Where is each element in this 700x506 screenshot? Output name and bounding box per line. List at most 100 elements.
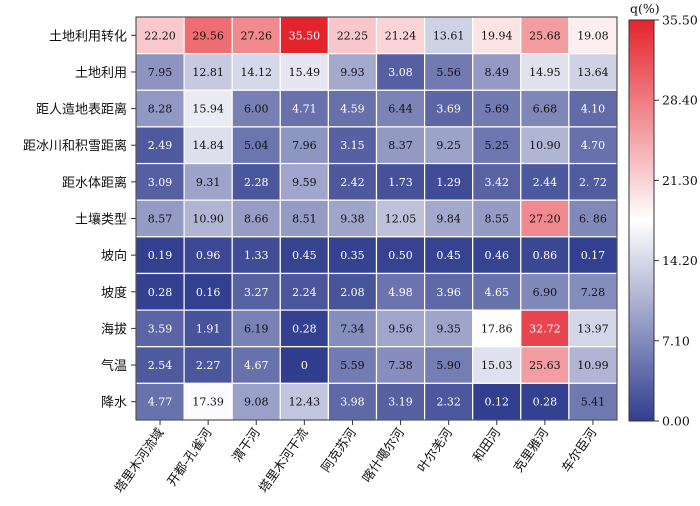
cell-value-label: 7.38 bbox=[388, 359, 413, 372]
cell-value-label: 2.28 bbox=[244, 176, 269, 189]
heatmap-cell bbox=[135, 236, 185, 275]
column-label: 塔里木河干流 bbox=[255, 425, 311, 495]
heatmap-cell bbox=[472, 53, 522, 91]
cell-value-label: 3.19 bbox=[388, 396, 413, 409]
heatmap-cell bbox=[375, 272, 426, 311]
cell-value-label: 9.31 bbox=[196, 176, 221, 189]
cell-value-label: 12.43 bbox=[289, 396, 321, 409]
heatmap-cell bbox=[424, 89, 474, 128]
heatmap-cell bbox=[183, 272, 233, 311]
colorbar-gradient bbox=[628, 19, 655, 422]
cell-value-label: 0.96 bbox=[196, 249, 221, 262]
heatmap-cell bbox=[520, 236, 570, 275]
cell-value-label: 27.20 bbox=[529, 213, 561, 226]
cell-value-label: 1.91 bbox=[196, 322, 221, 335]
cell-value-label: 5.90 bbox=[436, 359, 461, 372]
heatmap-cell bbox=[472, 346, 522, 384]
heatmap-cell bbox=[424, 309, 474, 348]
heatmap-cell bbox=[327, 162, 378, 201]
cell-value-label: 15.03 bbox=[481, 359, 513, 372]
cell-value-label: 10.90 bbox=[192, 213, 224, 226]
cell-value-label: 1.33 bbox=[244, 249, 269, 262]
cell-value-label: 6.19 bbox=[244, 322, 269, 335]
cell-value-label: 9.59 bbox=[292, 176, 317, 189]
heatmap-cell bbox=[375, 162, 426, 201]
column-label: 喀什噶尔河 bbox=[359, 425, 407, 485]
heatmap-cell bbox=[231, 382, 281, 421]
cell-value-label: 8.66 bbox=[244, 213, 269, 226]
cell-value-label: 13.97 bbox=[577, 322, 609, 335]
cell-value-label: 9.56 bbox=[388, 322, 413, 335]
heatmap-cell bbox=[520, 309, 570, 348]
heatmap-cell bbox=[327, 309, 378, 348]
cell-value-label: 1.73 bbox=[388, 176, 413, 189]
row-label: 降水 bbox=[101, 396, 127, 411]
cell-value-label: 7.34 bbox=[340, 322, 365, 335]
heatmap-cell bbox=[375, 16, 426, 55]
heatmap-cell bbox=[135, 346, 185, 384]
cell-value-label: 2.27 bbox=[196, 359, 221, 372]
heatmap-cell bbox=[424, 346, 474, 384]
cell-value-label: 8.49 bbox=[485, 66, 510, 79]
row-label: 距人造地表距离 bbox=[36, 102, 127, 118]
cell-value-label: 3.59 bbox=[148, 322, 173, 335]
cell-value-label: 4.98 bbox=[388, 286, 413, 299]
cell-value-label: 2.42 bbox=[340, 176, 365, 189]
cell-value-label: 4.71 bbox=[292, 103, 317, 116]
cell-value-label: 5.04 bbox=[244, 139, 269, 152]
cell-value-label: 13.61 bbox=[433, 29, 465, 42]
heatmap-cell bbox=[183, 382, 233, 421]
cell-value-label: 0.35 bbox=[340, 249, 365, 262]
row-label: 气温 bbox=[101, 358, 127, 374]
row-label: 海拔 bbox=[101, 322, 127, 337]
cell-value-label: 3.08 bbox=[388, 66, 413, 79]
cell-value-label: 7.95 bbox=[148, 66, 173, 79]
cell-value-label: 4.59 bbox=[340, 103, 365, 116]
heatmap-cell bbox=[520, 199, 570, 238]
heatmap-cell bbox=[375, 346, 426, 384]
cell-value-label: 0.86 bbox=[533, 249, 558, 262]
colorbar-tick-label: 21.30 bbox=[662, 173, 698, 188]
cell-value-label: 1.29 bbox=[436, 176, 461, 189]
cell-value-label: 15.49 bbox=[289, 66, 321, 79]
heatmap-cell bbox=[327, 382, 378, 421]
cell-value-label: 0.12 bbox=[485, 396, 510, 409]
heatmap-cell bbox=[472, 382, 522, 421]
cell-value-label: 0.46 bbox=[485, 249, 510, 262]
row-label: 土壤类型 bbox=[75, 212, 127, 228]
heatmap-cell bbox=[472, 236, 522, 275]
cell-value-label: 22.20 bbox=[144, 29, 176, 42]
cell-value-label: 2.08 bbox=[340, 286, 365, 299]
heatmap-cell bbox=[520, 53, 570, 91]
cell-value-label: 17.39 bbox=[192, 396, 224, 409]
cell-value-label: 3.42 bbox=[485, 176, 510, 189]
cell-value-label: 2.54 bbox=[148, 359, 173, 372]
cell-value-label: 25.63 bbox=[529, 359, 561, 372]
cell-value-label: 2.24 bbox=[292, 286, 317, 299]
cell-value-label: 0.28 bbox=[533, 396, 558, 409]
colorbar-tick-label: 35.50 bbox=[662, 13, 698, 28]
heatmap-cell bbox=[231, 272, 281, 311]
cell-value-label: 6.90 bbox=[533, 286, 558, 299]
cell-value-label: 0.28 bbox=[292, 322, 317, 335]
column-label: 阿克苏河 bbox=[318, 425, 359, 475]
heatmap-cell bbox=[135, 126, 185, 165]
heatmap-cell bbox=[231, 89, 281, 128]
cell-value-label: 8.51 bbox=[292, 213, 317, 226]
column-label: 克里雅河 bbox=[510, 425, 551, 475]
column-label: 车尔臣河 bbox=[558, 425, 599, 475]
heatmap-cell bbox=[472, 272, 522, 311]
cell-value-label: 4.65 bbox=[485, 286, 510, 299]
row-label: 坡向 bbox=[101, 248, 127, 264]
cell-value-label: 3.98 bbox=[340, 396, 365, 409]
heatmap-cell bbox=[183, 53, 233, 91]
cell-value-label: 15.94 bbox=[192, 103, 224, 116]
heatmap-cell bbox=[424, 162, 474, 201]
cell-value-label: 14.84 bbox=[192, 139, 224, 152]
cell-value-label: 0.19 bbox=[148, 249, 173, 262]
heatmap-cell bbox=[183, 309, 233, 348]
cell-value-label: 4.70 bbox=[581, 139, 606, 152]
cell-value-label: 27.26 bbox=[241, 29, 273, 42]
